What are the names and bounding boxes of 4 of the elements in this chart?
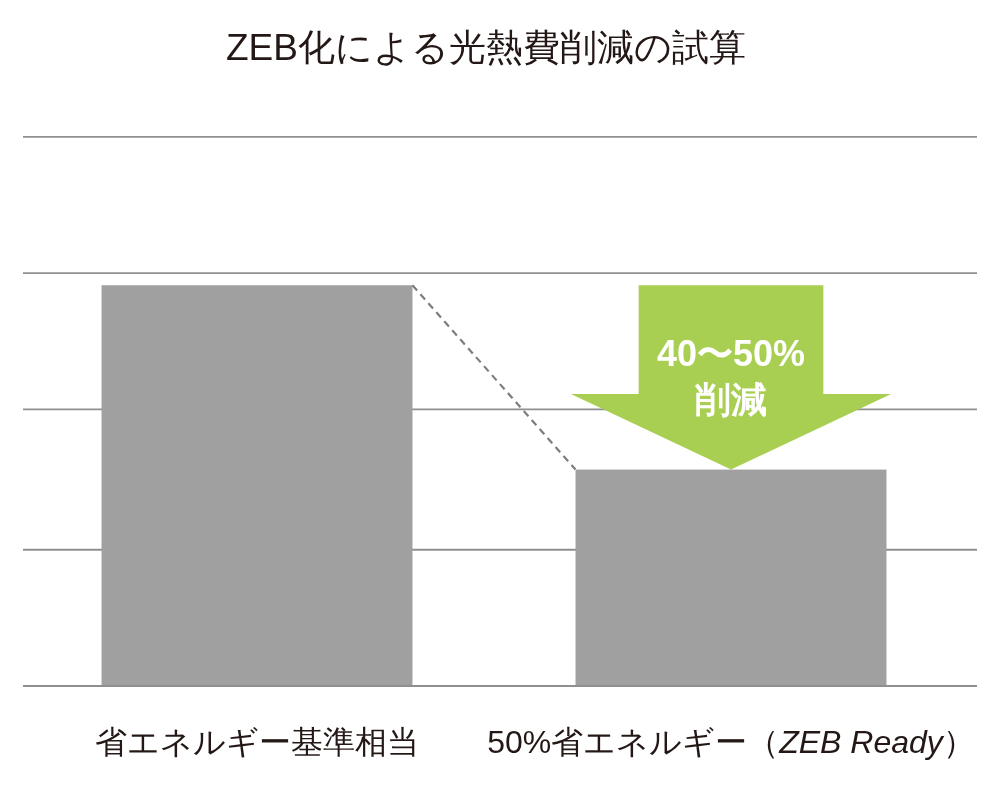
x-tick-label: 50%省エネルギー（ZEB Ready） <box>487 724 975 760</box>
x-tick-label: 省エネルギー基準相当 <box>95 724 419 760</box>
annotation: 40〜50% 削減 <box>656 333 806 421</box>
title: ZEB化による光熱費削減の試算 <box>226 27 746 68</box>
